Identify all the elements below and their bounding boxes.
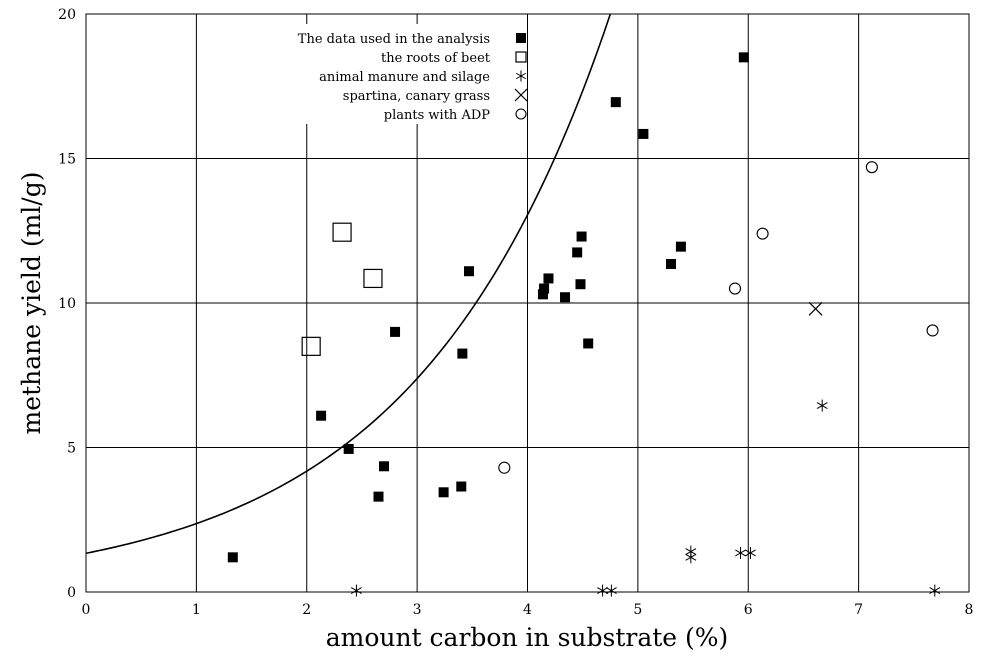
data-point <box>390 326 401 337</box>
tick-labels: 0 1 2 3 4 5 6 7 8 0 5 10 15 20 <box>58 7 973 618</box>
data-point <box>438 487 449 498</box>
data-point <box>575 279 586 290</box>
x-tick-label: 1 <box>192 602 201 618</box>
data-point <box>738 52 749 63</box>
data-point <box>379 461 390 472</box>
y-tick-label: 10 <box>58 296 76 312</box>
y-tick-label: 20 <box>58 7 76 23</box>
legend-label: The data used in the analysis <box>298 32 490 47</box>
data-point <box>227 552 238 563</box>
y-tick-label: 5 <box>67 441 76 457</box>
fit-curve-layer <box>86 14 612 555</box>
data-point <box>350 584 362 597</box>
fit-curve <box>86 14 612 555</box>
x-tick-label: 8 <box>965 602 974 618</box>
data-point <box>560 292 571 303</box>
data-point <box>605 584 617 597</box>
x-axis-label: amount carbon in substrate (%) <box>326 623 729 652</box>
data-point <box>816 399 828 412</box>
data-point <box>343 443 354 454</box>
data-point <box>728 282 742 295</box>
x-tick-label: 7 <box>854 602 863 618</box>
data-point <box>685 545 697 558</box>
data-point <box>735 546 746 559</box>
data-point <box>638 128 649 139</box>
legend-background <box>240 24 512 124</box>
x-tick-label: 4 <box>523 602 532 618</box>
data-point <box>572 247 583 258</box>
legend: The data used in the analysis the roots o… <box>298 32 528 123</box>
data-point <box>456 481 467 492</box>
data-point <box>539 283 550 294</box>
data-point <box>597 584 609 597</box>
data-point <box>576 231 587 242</box>
legend-label: plants with ADP <box>384 108 490 123</box>
grid-lines <box>86 14 969 592</box>
data-point <box>332 222 352 242</box>
data-points <box>227 52 941 597</box>
data-point <box>373 491 384 502</box>
legend-marker <box>515 108 527 120</box>
data-point <box>464 266 475 277</box>
x-tick-label: 2 <box>302 602 311 618</box>
data-point <box>756 227 769 240</box>
x-tick-label: 3 <box>413 602 422 618</box>
plot-frame <box>85 13 970 593</box>
legend-label: animal manure and silage <box>319 70 490 85</box>
y-tick-label: 15 <box>58 152 76 168</box>
data-point <box>498 461 511 474</box>
data-point <box>745 546 756 559</box>
data-point <box>865 161 878 174</box>
legend-label: spartina, canary grass <box>343 89 490 104</box>
data-point <box>808 301 823 316</box>
data-point <box>457 348 468 359</box>
data-point <box>665 258 676 269</box>
data-point <box>926 324 939 337</box>
x-tick-label: 6 <box>744 602 753 618</box>
y-tick-label: 0 <box>67 585 76 601</box>
data-point <box>583 338 594 349</box>
data-point <box>675 241 686 252</box>
legend-marker <box>515 51 527 63</box>
legend-marker <box>515 70 527 82</box>
data-point <box>610 97 621 108</box>
data-point <box>537 289 548 300</box>
data-point <box>301 336 321 356</box>
legend-box <box>240 24 512 124</box>
x-tick-label: 5 <box>633 602 642 618</box>
legend-marker <box>514 88 528 102</box>
data-point <box>929 584 941 597</box>
x-tick-label: 0 <box>82 602 91 618</box>
legend-marker <box>516 33 526 43</box>
legend-label: the roots of beet <box>381 51 491 66</box>
y-axis-label: methane yield (ml/g) <box>17 172 46 435</box>
data-point <box>316 410 327 421</box>
data-point <box>543 273 554 284</box>
data-point <box>363 268 383 289</box>
